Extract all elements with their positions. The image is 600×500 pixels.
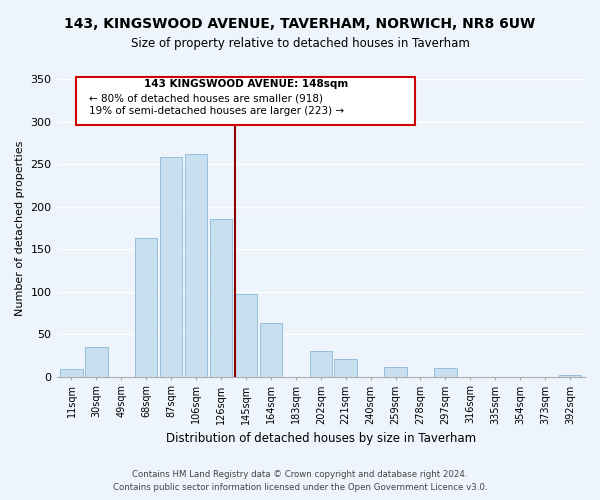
Text: 143 KINGSWOOD AVENUE: 148sqm: 143 KINGSWOOD AVENUE: 148sqm — [144, 79, 348, 89]
X-axis label: Distribution of detached houses by size in Taverham: Distribution of detached houses by size … — [166, 432, 476, 445]
Bar — [434, 368, 457, 376]
Bar — [85, 347, 107, 376]
Bar — [210, 220, 232, 376]
Bar — [385, 368, 407, 376]
Text: ← 80% of detached houses are smaller (918): ← 80% of detached houses are smaller (91… — [89, 94, 323, 104]
Text: 19% of semi-detached houses are larger (223) →: 19% of semi-detached houses are larger (… — [89, 106, 344, 117]
Text: 143, KINGSWOOD AVENUE, TAVERHAM, NORWICH, NR8 6UW: 143, KINGSWOOD AVENUE, TAVERHAM, NORWICH… — [64, 18, 536, 32]
Bar — [135, 238, 157, 376]
Bar — [310, 351, 332, 376]
Bar — [260, 323, 282, 376]
Text: Contains HM Land Registry data © Crown copyright and database right 2024.
Contai: Contains HM Land Registry data © Crown c… — [113, 470, 487, 492]
Text: Size of property relative to detached houses in Taverham: Size of property relative to detached ho… — [131, 38, 469, 51]
Bar — [60, 369, 83, 376]
FancyBboxPatch shape — [76, 78, 415, 125]
Bar — [235, 294, 257, 376]
Y-axis label: Number of detached properties: Number of detached properties — [15, 140, 25, 316]
Bar — [160, 157, 182, 376]
Bar — [185, 154, 208, 376]
Bar — [334, 359, 357, 376]
Bar — [559, 375, 581, 376]
